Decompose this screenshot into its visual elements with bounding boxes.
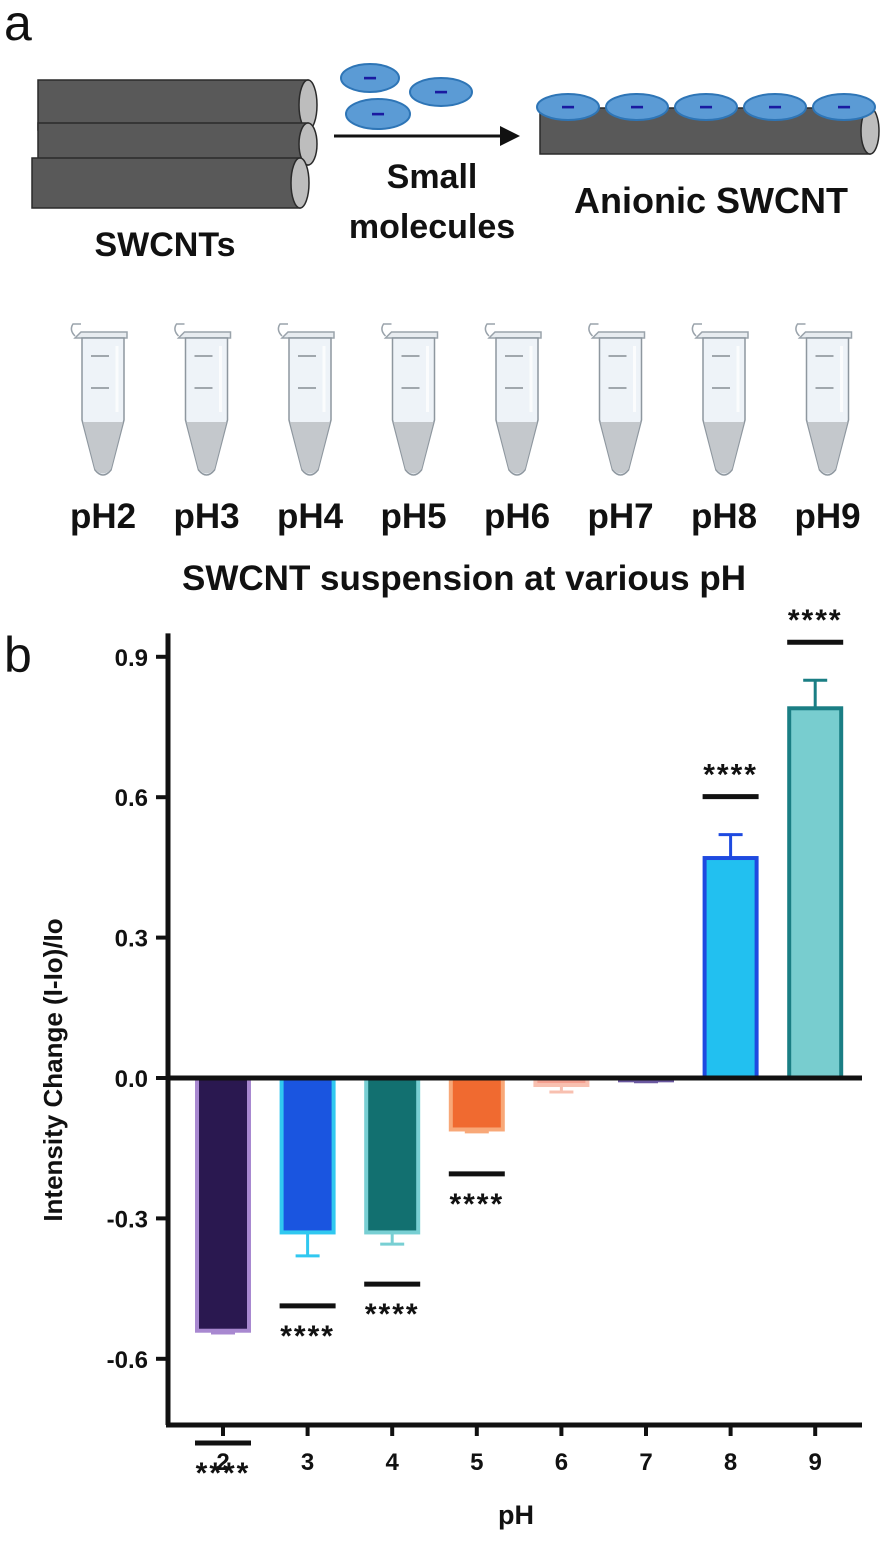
significance-label: **** — [280, 1320, 335, 1353]
panel-b-letter: b — [4, 627, 32, 683]
y-axis-label: Intensity Change (I-Io)/Io — [38, 918, 68, 1221]
tube-label: pH2 — [70, 497, 136, 536]
x-tick-label: 8 — [724, 1449, 737, 1476]
charge-icon: − — [768, 94, 782, 121]
error-bar — [549, 1085, 574, 1094]
bar — [787, 706, 844, 1081]
product-label: Anionic SWCNT — [574, 180, 848, 221]
nanotube-bottom — [31, 157, 310, 209]
significance-label: **** — [365, 1298, 420, 1331]
tube-label: pH4 — [277, 497, 344, 536]
x-tick-label: 2 — [216, 1449, 229, 1476]
y-tick-label: 0.6 — [115, 785, 148, 812]
adsorbed-molecule: − — [605, 93, 669, 121]
tube-label: pH8 — [691, 497, 757, 536]
y-tick-label: -0.3 — [107, 1206, 148, 1233]
tubes-caption: SWCNT suspension at various pH — [182, 559, 746, 598]
y-tick-label: 0.0 — [115, 1066, 148, 1093]
charge-icon: − — [630, 94, 644, 121]
y-tick-label: -0.6 — [107, 1347, 148, 1374]
nanotube-top — [37, 79, 318, 131]
tube-label: pH7 — [587, 497, 653, 536]
swcnt-bundle — [31, 79, 318, 209]
arrow-label-line1: Small — [387, 158, 478, 196]
y-tick-label: 0.3 — [115, 926, 148, 953]
error-bar — [634, 1080, 658, 1084]
x-tick-label: 5 — [470, 1449, 483, 1476]
adsorbed-molecules: − − − − − — [536, 93, 876, 121]
arrow-label-line2: molecules — [349, 208, 515, 246]
tube-ph7 — [588, 323, 646, 476]
charge-icon: − — [434, 79, 448, 106]
x-tick-label: 4 — [386, 1449, 400, 1476]
adsorbed-molecule: − — [674, 93, 738, 121]
bar — [364, 1076, 421, 1235]
adsorbed-molecule: − — [743, 93, 807, 121]
bar — [702, 856, 759, 1080]
error-bar — [718, 833, 743, 859]
error-bar — [464, 1129, 489, 1134]
bar — [279, 1076, 336, 1235]
panel-a-letter: a — [4, 0, 32, 51]
bar — [448, 1076, 505, 1132]
small-molecules: − − − — [340, 63, 473, 130]
swcnts-label: SWCNTs — [94, 226, 235, 264]
charge-icon: − — [371, 101, 385, 128]
y-tick-label: 0.9 — [115, 645, 148, 672]
tube-label: pH6 — [484, 497, 550, 536]
tube-ph3 — [174, 323, 232, 476]
error-bar — [380, 1232, 405, 1246]
tube-ph5 — [381, 323, 439, 476]
x-axis-label: pH — [498, 1500, 534, 1530]
charge-icon: − — [561, 94, 575, 121]
tube-row: pH2 pH3 pH4 pH5 pH6 pH7 pH8 pH9 — [70, 323, 861, 536]
tube-ph6 — [484, 323, 542, 476]
bar-chart: **** **** **** **** **** **** 0.9 0.6 0.3 0.0 -0.3… — [107, 604, 862, 1490]
adsorbed-molecule: − — [812, 93, 876, 121]
error-bar — [211, 1330, 235, 1335]
significance-label: **** — [196, 1457, 251, 1490]
x-tick-label: 9 — [809, 1449, 822, 1476]
tube-label: pH5 — [380, 497, 446, 536]
x-tick-label: 6 — [555, 1449, 568, 1476]
significance-label: **** — [788, 604, 843, 637]
charge-icon: − — [363, 65, 377, 92]
charge-icon: − — [699, 94, 713, 121]
bar — [195, 1076, 251, 1333]
x-tick-label: 7 — [639, 1449, 652, 1476]
x-tick-label: 3 — [301, 1449, 314, 1476]
molecule: − — [345, 98, 411, 130]
significance-label: **** — [449, 1188, 504, 1221]
significance-label: **** — [703, 759, 758, 792]
tube-label: pH3 — [173, 497, 239, 536]
tube-ph9 — [795, 323, 853, 476]
molecule: − — [340, 63, 400, 93]
molecule: − — [409, 77, 473, 107]
charge-icon: − — [837, 94, 851, 121]
tube-ph8 — [691, 323, 749, 476]
tube-ph4 — [277, 323, 335, 476]
adsorbed-molecule: − — [536, 93, 600, 121]
error-bar — [803, 678, 828, 709]
tube-ph2 — [70, 323, 128, 476]
reaction-arrow-icon — [334, 126, 520, 146]
error-bar — [295, 1232, 320, 1258]
anionic-swcnt: − − − − − — [536, 93, 880, 155]
tube-label: pH9 — [794, 497, 860, 536]
